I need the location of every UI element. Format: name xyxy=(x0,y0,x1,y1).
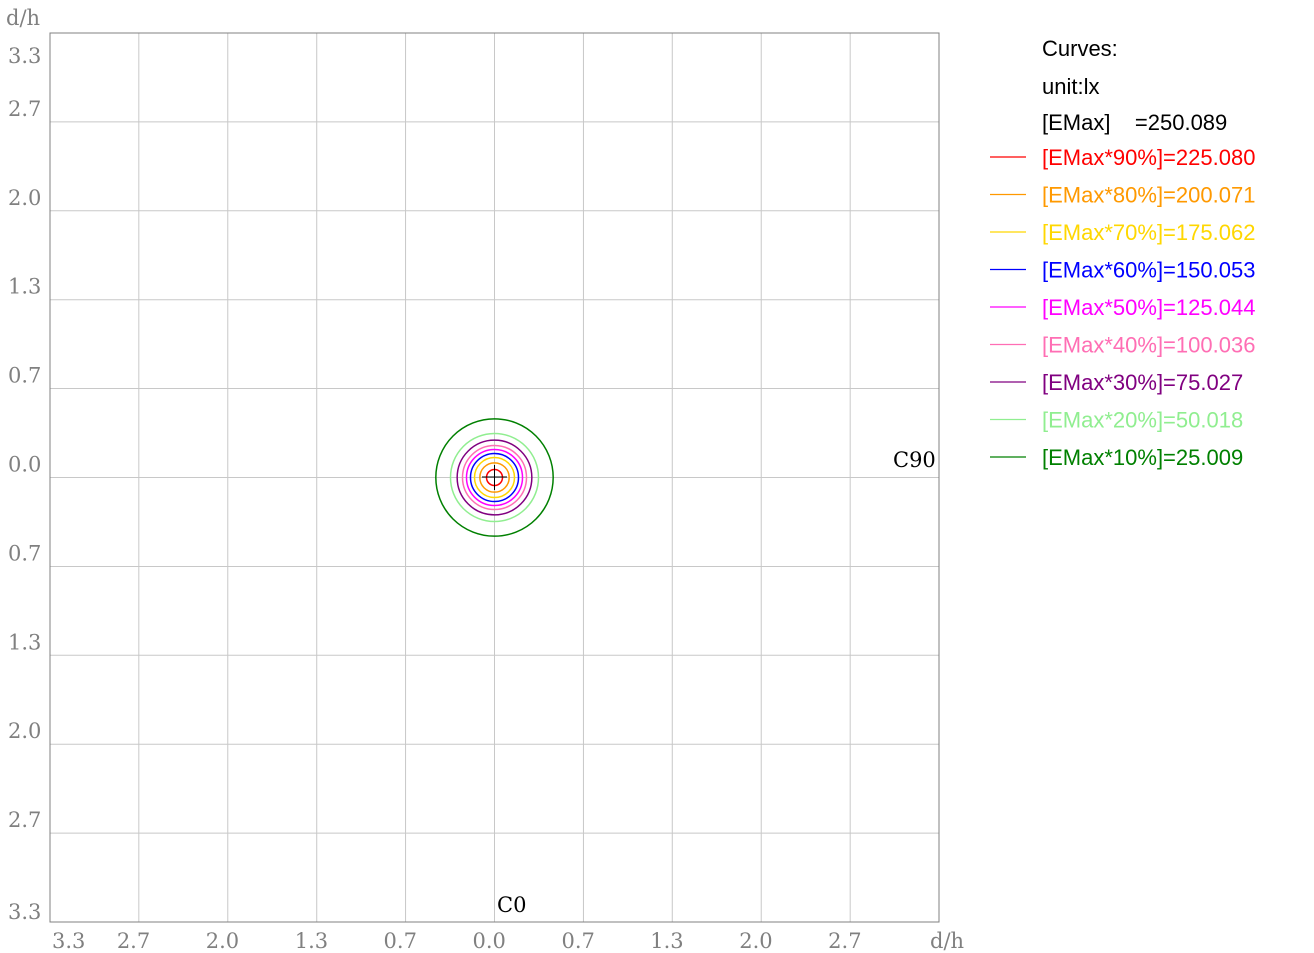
legend-entry: [EMax*20%]=50.018 xyxy=(1042,408,1243,433)
y-tick-label: 2.7 xyxy=(8,808,41,832)
y-axis-ticks: 3.3 2.7 2.0 1.3 0.7 0.0 0.7 1.3 2.0 2.7 3.3 xyxy=(8,44,41,924)
x-tick-label: 3.3 xyxy=(52,929,85,953)
isolux-contour xyxy=(461,444,528,511)
y-tick-label: 2.0 xyxy=(8,186,41,210)
y-tick-label: 0.7 xyxy=(8,541,41,565)
x-axis-unit: d/h xyxy=(930,929,964,953)
isolux-contours xyxy=(435,418,554,537)
legend-entry: [EMax*90%]=225.080 xyxy=(1042,145,1255,170)
x-tick-label: 2.0 xyxy=(206,929,239,953)
legend-title: Curves: xyxy=(1042,36,1118,61)
isolux-contour xyxy=(479,462,510,493)
c90-label: C90 xyxy=(893,448,936,472)
x-tick-label: 1.3 xyxy=(295,929,328,953)
x-tick-label: 0.7 xyxy=(561,929,594,953)
legend-entry: [EMax*70%]=175.062 xyxy=(1042,220,1255,245)
isolux-contour xyxy=(473,456,516,499)
y-tick-label: 1.3 xyxy=(8,275,41,299)
y-axis-unit: d/h xyxy=(6,6,40,30)
legend-entry: [EMax*10%]=25.009 xyxy=(1042,445,1243,470)
y-tick-label: 2.0 xyxy=(8,719,41,743)
isolux-contour xyxy=(469,452,520,503)
x-axis-ticks: 3.3 2.7 2.0 1.3 0.7 0.0 0.7 1.3 2.0 2.7 xyxy=(52,929,862,953)
y-tick-label: 0.0 xyxy=(8,453,41,477)
y-tick-label: 3.3 xyxy=(8,44,41,68)
plot-frame xyxy=(49,32,940,923)
legend-entry: [EMax*80%]=200.071 xyxy=(1042,183,1255,208)
isolux-contour xyxy=(465,448,524,507)
legend-entry: [EMax*50%]=125.044 xyxy=(1042,295,1255,320)
legend-entry: [EMax*30%]=75.027 xyxy=(1042,370,1243,395)
legend: Curves: unit:lx [EMax] =250.089 [EMax*90… xyxy=(990,36,1255,470)
legend-entry: [EMax*40%]=100.036 xyxy=(1042,333,1255,358)
c0-label: C0 xyxy=(497,893,526,917)
isolux-contour xyxy=(456,439,533,516)
y-tick-label: 2.7 xyxy=(8,97,41,121)
y-tick-label: 0.7 xyxy=(8,364,41,388)
x-tick-label: 1.3 xyxy=(650,929,683,953)
y-tick-label: 3.3 xyxy=(8,900,41,924)
center-crosshair xyxy=(482,465,507,490)
x-tick-label: 2.7 xyxy=(828,929,861,953)
x-tick-label: 0.7 xyxy=(384,929,417,953)
x-tick-label: 2.7 xyxy=(117,929,150,953)
legend-unit: unit:lx xyxy=(1042,74,1099,99)
legend-emax: [EMax] =250.089 xyxy=(1042,110,1227,135)
isolux-contour xyxy=(449,432,540,523)
y-tick-label: 1.3 xyxy=(8,630,41,654)
legend-entry: [EMax*60%]=150.053 xyxy=(1042,258,1255,283)
isolux-contour xyxy=(435,418,554,537)
x-tick-label: 0.0 xyxy=(473,929,506,953)
x-tick-label: 2.0 xyxy=(739,929,772,953)
